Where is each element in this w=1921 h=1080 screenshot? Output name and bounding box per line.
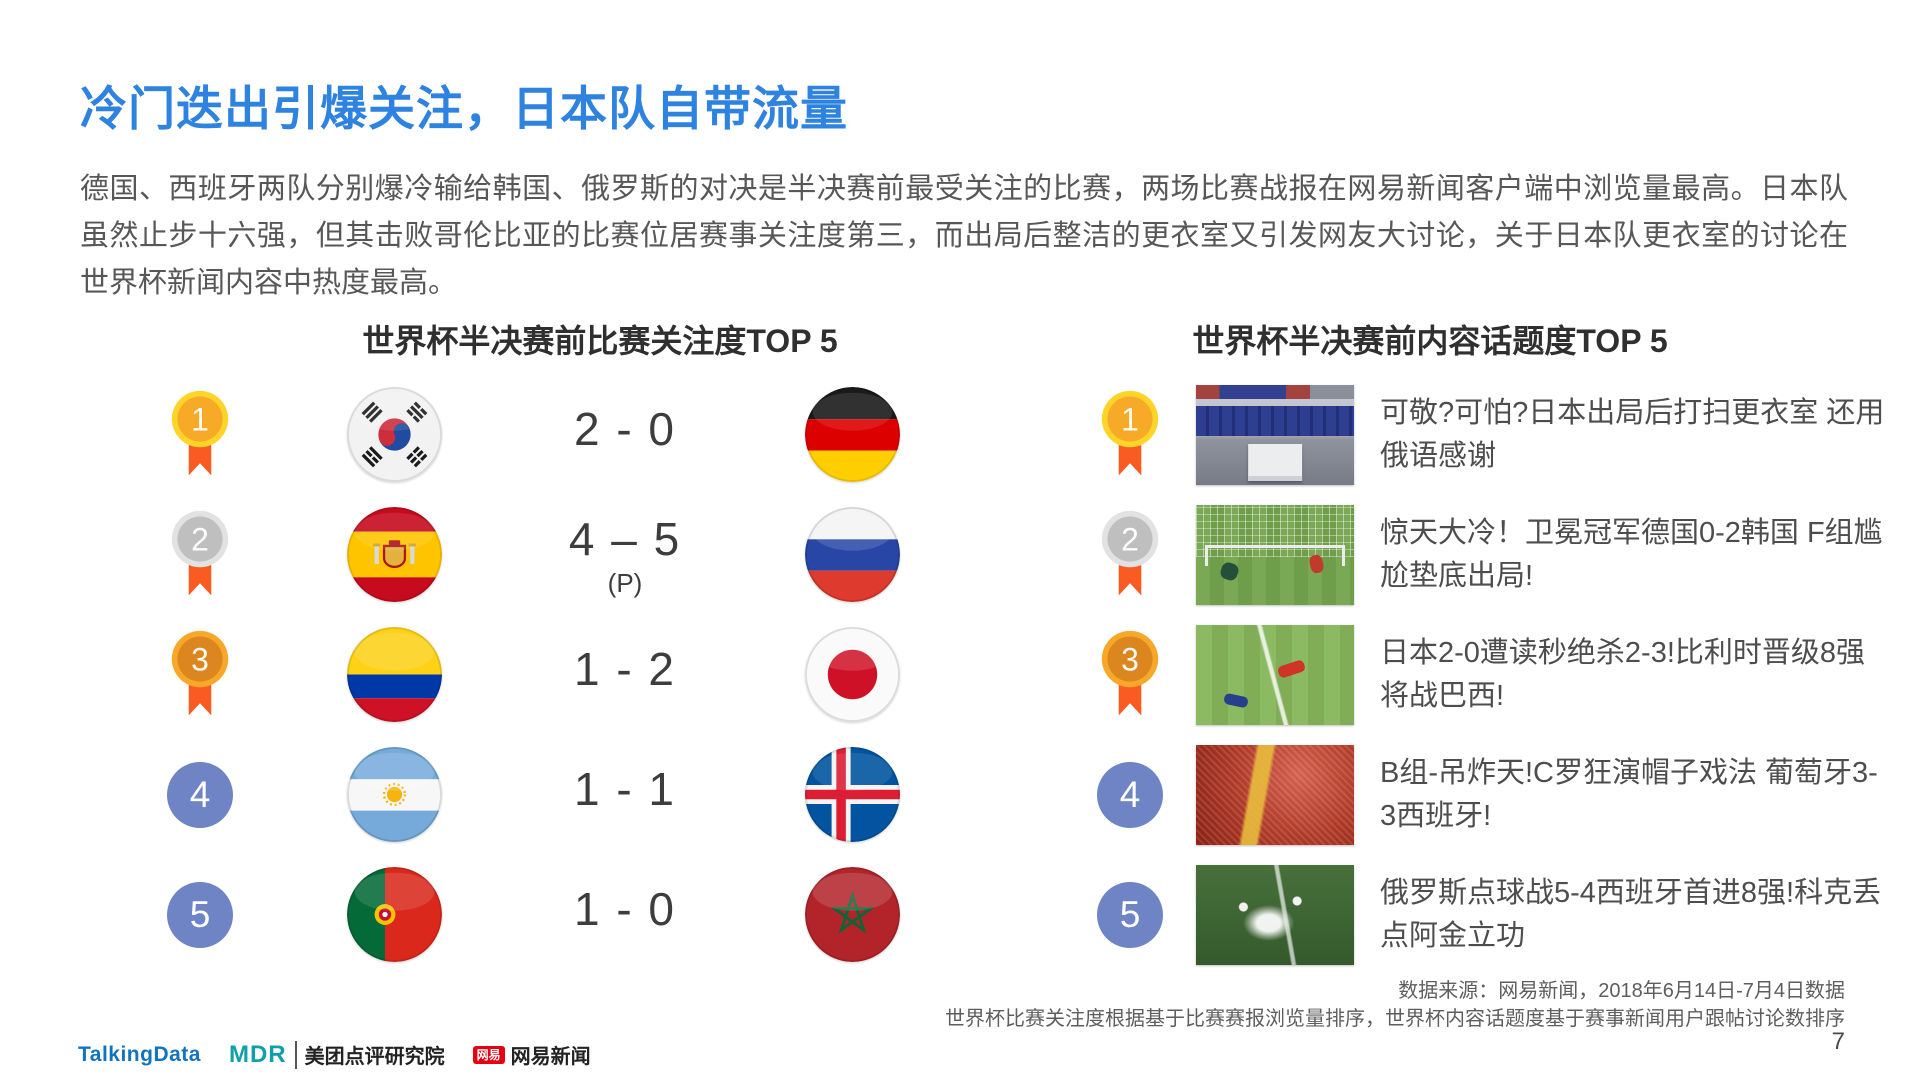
match-row: 5 1 - 0 bbox=[0, 865, 1921, 965]
match-row: 2 4 – 5 (P) bbox=[0, 505, 1921, 605]
colombia-flag-icon bbox=[347, 627, 442, 722]
match-ranking-header: 世界杯半决赛前比赛关注度TOP 5 bbox=[362, 323, 838, 359]
rank-number: 2 bbox=[191, 521, 209, 557]
topic-item: 5 俄罗斯点球战5-4西班牙首进8强!科克丢点阿金立功 bbox=[0, 865, 1921, 965]
silver-medal-icon: 2 bbox=[165, 505, 235, 605]
footer-logos: TalkingData MDR 美团点评研究院 网易 网易新闻 bbox=[78, 1040, 591, 1069]
match-row: 4 1 - 1 bbox=[0, 745, 1921, 845]
iceland-flag-icon bbox=[805, 747, 900, 842]
match-score: 2 - 0 bbox=[505, 385, 745, 485]
topic-item: 3 日本2-0遭读秒绝杀2-3!比利时晋级8强将战巴西! bbox=[0, 625, 1921, 725]
intro-paragraph: 德国、西班牙两队分别爆冷输给韩国、俄罗斯的对决是半决赛前最受关注的比赛，两场比赛… bbox=[80, 173, 1848, 299]
match-score: 1 - 1 bbox=[505, 745, 745, 845]
score-value: 4 – 5 bbox=[568, 512, 682, 565]
rank-4-badge: 4 bbox=[165, 745, 235, 845]
goal-scene-photo bbox=[1196, 505, 1354, 605]
topic-item: 1 可敬?可怕?日本出局后打扫更衣室 还用俄语感谢 bbox=[0, 385, 1921, 485]
rank-number: 3 bbox=[1121, 641, 1139, 677]
players-on-pitch-photo bbox=[1196, 625, 1354, 725]
bronze-medal-icon: 3 bbox=[165, 625, 235, 725]
topic-title: 俄罗斯点球战5-4西班牙首进8强!科克丢点阿金立功 bbox=[1380, 877, 1882, 952]
russia-flag-icon bbox=[805, 507, 900, 602]
red-crowd-photo bbox=[1196, 745, 1354, 845]
page-number: 7 bbox=[1831, 1028, 1845, 1055]
team-celebration-photo bbox=[1196, 865, 1354, 965]
match-row: 3 1 - 2 bbox=[0, 625, 1921, 725]
rank-number: 4 bbox=[1097, 762, 1163, 828]
red-player-shape bbox=[1276, 659, 1307, 679]
rank-5-badge: 5 bbox=[165, 865, 235, 965]
mdr-logo-mark: MDR bbox=[229, 1040, 297, 1069]
match-score: 1 - 2 bbox=[505, 625, 745, 725]
south-korea-flag-icon bbox=[347, 387, 442, 482]
match-row: 1 2 - bbox=[0, 385, 1921, 485]
page-title: 冷门迭出引爆关注，日本队自带流量 bbox=[80, 82, 848, 135]
data-source-line: 数据来源：网易新闻，2018年6月14日-7月4日数据 bbox=[1398, 980, 1845, 1002]
topic-title: 日本2-0遭读秒绝杀2-3!比利时晋级8强将战巴西! bbox=[1380, 637, 1866, 712]
talkingdata-logo: TalkingData bbox=[78, 1042, 201, 1066]
methodology-line: 世界杯比赛关注度根据基于比赛赛报浏览量排序，世界杯内容话题度基于赛事新闻用户跟帖… bbox=[945, 1008, 1845, 1030]
argentina-flag-icon bbox=[347, 747, 442, 842]
blue-player-shape bbox=[1223, 692, 1250, 709]
bronze-medal-icon: 3 bbox=[1095, 625, 1165, 725]
silver-medal-icon: 2 bbox=[1095, 505, 1165, 605]
topic-title: 可敬?可怕?日本出局后打扫更衣室 还用俄语感谢 bbox=[1380, 397, 1885, 472]
rank-number: 1 bbox=[1121, 401, 1139, 437]
topic-title: B组-吊炸天!C罗狂演帽子戏法 葡萄牙3-3西班牙! bbox=[1380, 757, 1878, 832]
rank-number: 3 bbox=[191, 641, 209, 677]
rank-number: 5 bbox=[1097, 882, 1163, 948]
rank-5-badge: 5 bbox=[1095, 865, 1165, 965]
rank-number: 1 bbox=[191, 401, 209, 437]
morocco-flag-icon bbox=[805, 867, 900, 962]
penalty-note: (P) bbox=[607, 567, 643, 598]
portugal-flag-icon bbox=[347, 867, 442, 962]
score-value: 1 - 1 bbox=[573, 763, 677, 815]
japan-flag-icon bbox=[805, 627, 900, 722]
rank-number: 4 bbox=[167, 762, 233, 828]
germany-flag-icon bbox=[805, 387, 900, 482]
match-score: 4 – 5 (P) bbox=[505, 505, 745, 605]
rank-number: 5 bbox=[167, 882, 233, 948]
netease-logo-name: 网易新闻 bbox=[510, 1046, 591, 1068]
topic-item: 4 B组-吊炸天!C罗狂演帽子戏法 葡萄牙3-3西班牙! bbox=[0, 745, 1921, 845]
topic-ranking-header: 世界杯半决赛前内容话题度TOP 5 bbox=[1192, 323, 1668, 359]
rank-4-badge: 4 bbox=[1095, 745, 1165, 845]
locker-table-shape bbox=[1248, 444, 1302, 481]
spain-flag-icon bbox=[347, 507, 442, 602]
locker-room-photo bbox=[1196, 385, 1354, 485]
rank-number: 2 bbox=[1121, 521, 1139, 557]
match-score: 1 - 0 bbox=[505, 865, 745, 965]
topic-title: 惊天大冷！卫冕冠军德国0-2韩国 F组尴尬垫底出局! bbox=[1380, 517, 1883, 592]
meituan-dianping-institute-logo: MDR 美团点评研究院 bbox=[229, 1040, 445, 1069]
gold-medal-icon: 1 bbox=[165, 385, 235, 485]
netease-badge-icon: 网易 bbox=[472, 1045, 505, 1064]
goal-frame-shape bbox=[1205, 545, 1345, 566]
score-value: 1 - 2 bbox=[573, 643, 677, 695]
score-value: 1 - 0 bbox=[573, 883, 677, 935]
mdr-logo-name: 美团点评研究院 bbox=[304, 1046, 445, 1068]
topic-item: 2 惊天大冷！卫冕冠军德国0-2韩国 F组尴尬垫底出局! bbox=[0, 505, 1921, 605]
score-value: 2 - 0 bbox=[573, 403, 677, 455]
netease-news-logo: 网易 网易新闻 bbox=[472, 1040, 591, 1069]
gold-medal-icon: 1 bbox=[1095, 385, 1165, 485]
